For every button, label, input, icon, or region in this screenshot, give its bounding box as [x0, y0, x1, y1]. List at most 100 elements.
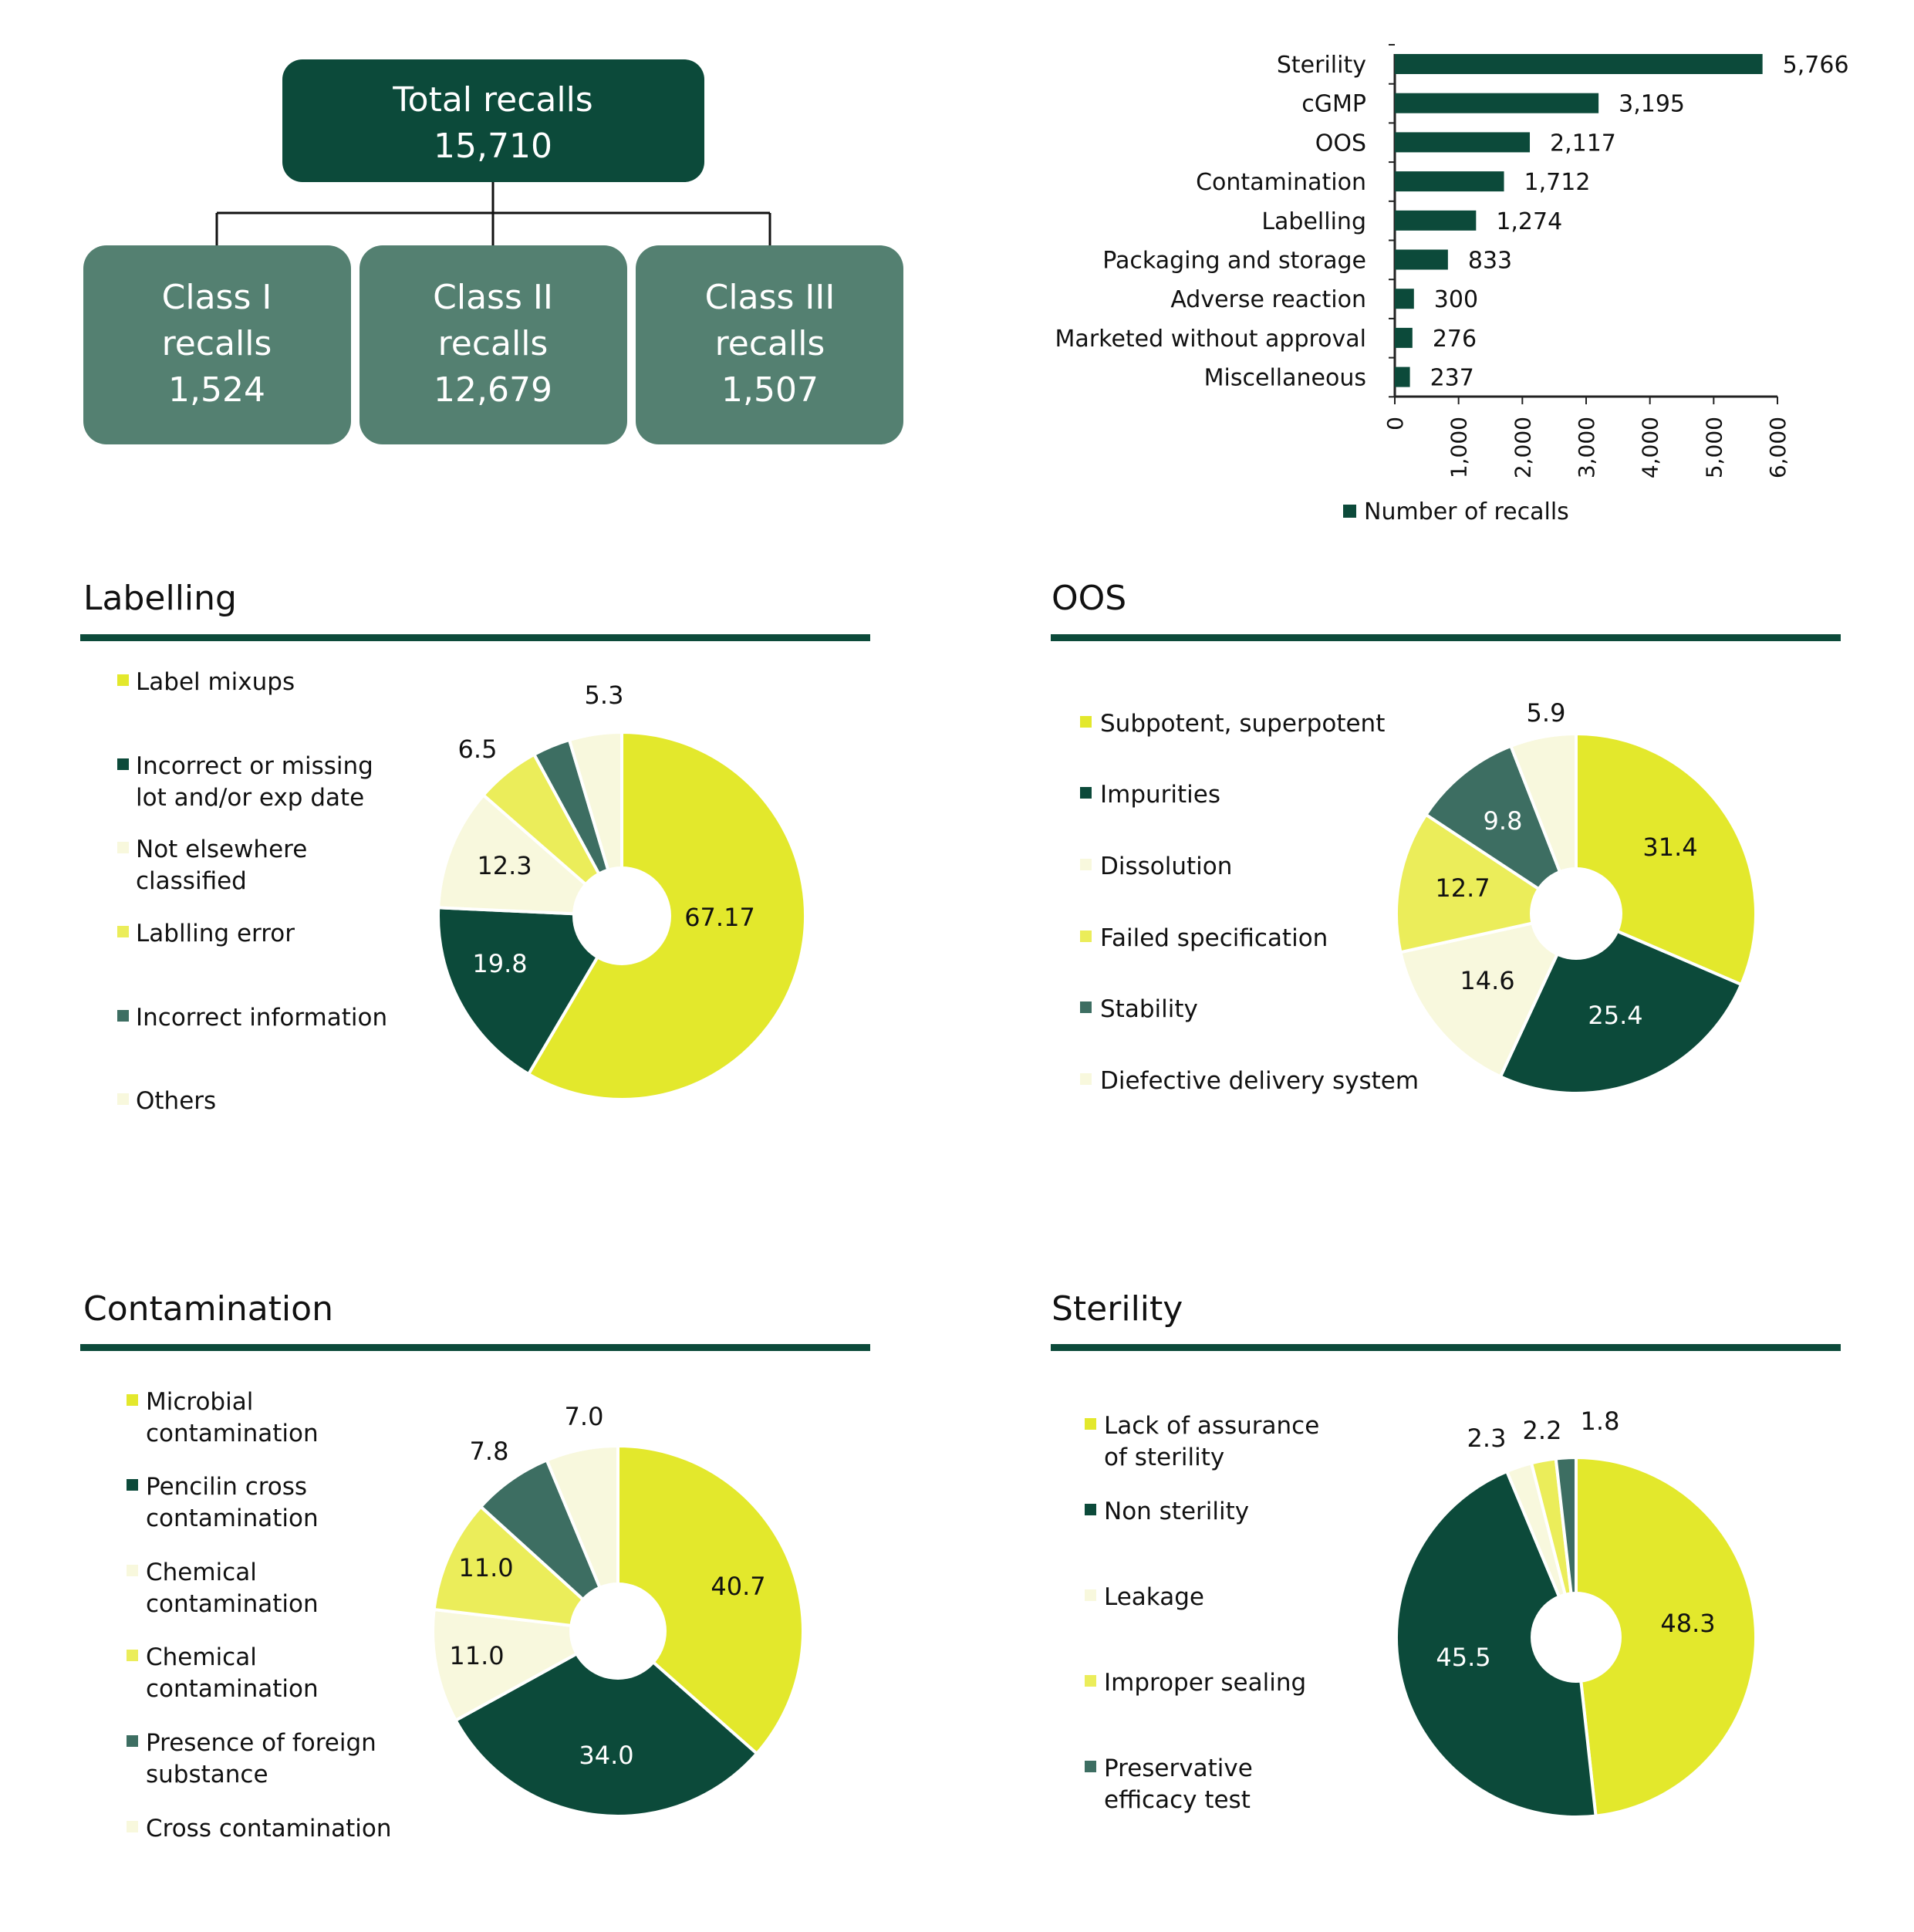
legend-swatch	[1080, 1073, 1092, 1085]
class-2-label-line2: recalls	[438, 324, 549, 363]
bar-value-label: 5,766	[1783, 52, 1849, 79]
legend-swatch	[1085, 1761, 1096, 1772]
x-tick-label: 5,000	[1701, 417, 1727, 478]
legend-label: lot and/or exp date	[136, 784, 364, 812]
legend-swatch	[1085, 1675, 1096, 1687]
legend-label: Impurities	[1100, 781, 1220, 809]
legend-label: Preservative	[1104, 1755, 1253, 1782]
legend-label: Subpotent, superpotent	[1100, 710, 1385, 738]
legend-swatch	[1080, 931, 1092, 942]
class-1-value: 1,524	[168, 370, 265, 410]
bar	[1395, 54, 1763, 74]
class-3-box-bg	[636, 245, 903, 444]
sterility-legend: Lack of assurance of sterility Non sterili…	[1085, 1412, 1319, 1814]
legend-swatch	[127, 1394, 138, 1406]
legend-swatch	[1085, 1589, 1096, 1601]
x-tick-label: 3,000	[1574, 417, 1599, 478]
bar-value-label: 276	[1433, 326, 1477, 353]
legend-label: classified	[136, 867, 247, 895]
slice-value-label: 25.4	[1588, 1001, 1642, 1030]
contamination-legend: Microbial contamination Pencilin cross cont…	[127, 1388, 391, 1842]
legend-label: Cross contamination	[146, 1815, 391, 1842]
legend-swatch	[127, 1650, 138, 1661]
legend-label: Presence of foreign	[146, 1729, 376, 1757]
slice-value-label: 12.3	[477, 851, 532, 880]
legend-swatch	[127, 1479, 138, 1491]
legend-label: Diefective delivery system	[1100, 1067, 1419, 1095]
donut-slice	[478, 1457, 619, 1633]
slice-value-label: 45.5	[1436, 1643, 1490, 1672]
donut-slice	[616, 1444, 805, 1756]
bar-value-label: 833	[1468, 248, 1512, 275]
legend-swatch	[1080, 787, 1092, 799]
x-tick-label: 0	[1382, 417, 1408, 431]
bar	[1395, 132, 1531, 153]
legend-label: contamination	[146, 1590, 319, 1618]
slice-value-label: 2.2	[1523, 1416, 1562, 1445]
class-1-label-line2: recalls	[162, 324, 272, 363]
slice-value-label: 7.8	[470, 1437, 509, 1466]
class-1-label-line1: Class I	[162, 278, 272, 317]
legend-swatch	[1080, 716, 1092, 728]
contamination-donut-chart: 40.7 34.0 11.0 11.0 7.8 7.0	[431, 1402, 805, 1818]
org-connectors	[215, 182, 771, 245]
donut-hole	[1530, 867, 1622, 960]
total-recalls-value: 15,710	[434, 127, 552, 166]
donut-slice	[432, 1504, 623, 1633]
bar-value-label: 237	[1430, 365, 1474, 392]
legend-label: of sterility	[1104, 1444, 1224, 1471]
legend-label: efficacy test	[1104, 1786, 1251, 1814]
x-tick-label: 1,000	[1446, 417, 1472, 478]
bar-category-label: Sterility	[1277, 52, 1366, 79]
slice-value-label: 11.0	[449, 1641, 504, 1670]
legend-swatch	[1080, 1001, 1092, 1013]
contamination-title-rule	[80, 1344, 870, 1351]
bar-value-label: 2,117	[1550, 130, 1616, 157]
donut-hole	[569, 1582, 667, 1680]
donut-slice	[437, 906, 625, 1076]
oos-panel: OOS 31.4 25.4 14.6 12.7 9.8 5.9 Subpotent, su…	[1051, 579, 1841, 1095]
legend-label: Chemical	[146, 1643, 257, 1671]
bar-category-label: Marketed without approval	[1055, 326, 1366, 353]
slice-value-label: 6.5	[458, 735, 498, 764]
total-recalls-box-bg	[282, 59, 704, 182]
legend-label: Dissolution	[1100, 853, 1232, 880]
legend-swatch	[1080, 859, 1092, 870]
slice-value-label: 34.0	[579, 1741, 633, 1770]
slice-value-label: 1.8	[1581, 1407, 1620, 1436]
donut-slice	[1498, 911, 1744, 1095]
legend-swatch	[127, 1565, 138, 1576]
legend-swatch	[117, 1093, 129, 1105]
legend-label: Microbial	[146, 1388, 253, 1416]
bar-category-label: cGMP	[1301, 91, 1366, 118]
slice-value-label: 12.7	[1435, 873, 1490, 903]
legend-swatch	[127, 1821, 138, 1832]
legend-label: Lablling error	[136, 920, 295, 947]
class-1-box: Class I recalls 1,524	[83, 245, 351, 444]
oos-legend: Subpotent, superpotent Impurities Dissolut…	[1080, 710, 1419, 1095]
bar-category-label: OOS	[1315, 130, 1366, 157]
slice-value-label: 31.4	[1642, 833, 1697, 862]
slice-value-label: 48.3	[1660, 1609, 1715, 1638]
donut-slice	[437, 792, 626, 918]
legend-label: Pencilin cross	[146, 1473, 307, 1501]
legend-label: Failed specification	[1100, 924, 1328, 952]
donut-slice	[1575, 1455, 1758, 1818]
legend-swatch	[1085, 1418, 1096, 1430]
donut-slice	[454, 1629, 759, 1818]
legend-label: Chemical	[146, 1559, 257, 1586]
legend-label: Incorrect or missing	[136, 752, 373, 780]
class-2-label-line1: Class II	[433, 278, 553, 317]
legend-label: Number of recalls	[1364, 498, 1569, 525]
legend-label: Improper sealing	[1104, 1669, 1306, 1697]
class-3-label-line2: recalls	[715, 324, 825, 363]
legend-swatch	[117, 758, 129, 770]
slice-value-label: 67.17	[684, 903, 755, 932]
legend-swatch	[117, 674, 129, 686]
x-tick-label: 2,000	[1510, 417, 1535, 478]
contamination-panel: Contamination 40.7 34.0 11.0 11.0 7.8 7.0 Mic…	[80, 1289, 870, 1842]
labelling-title-rule	[80, 634, 870, 641]
labelling-panel: Labelling 67.17 19.8 12.3 6.5 3.8 5.3 Label m…	[80, 579, 870, 1115]
